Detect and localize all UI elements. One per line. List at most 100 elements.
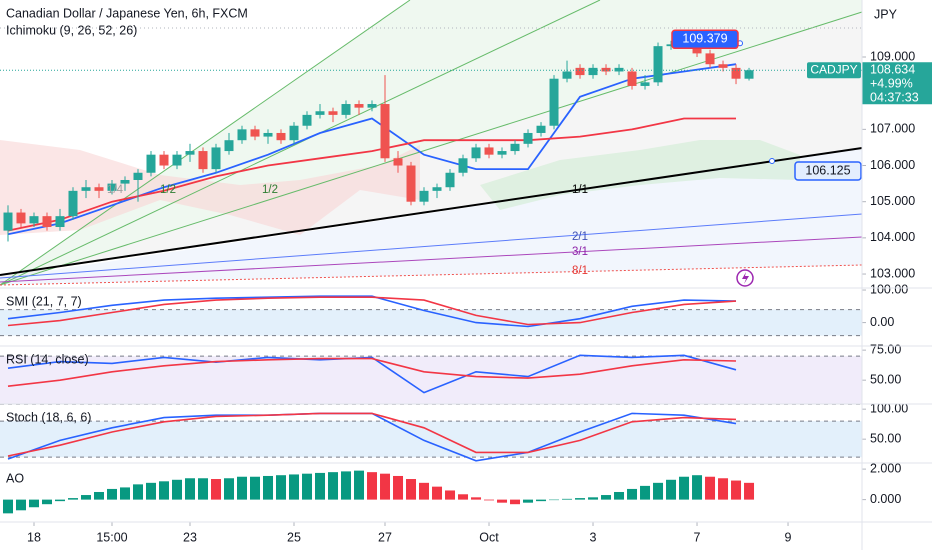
- band: [0, 421, 862, 458]
- ao-bar: [445, 490, 456, 500]
- ao-bar: [41, 499, 52, 505]
- candle-body: [406, 165, 416, 202]
- candle-body: [289, 125, 299, 141]
- x-tick-label: 9: [785, 530, 792, 544]
- candle-body: [42, 216, 52, 228]
- last-price: 108.634: [870, 63, 915, 77]
- ao-bar: [731, 480, 742, 500]
- marker-dot: [769, 158, 775, 165]
- ao-bar: [146, 482, 157, 500]
- currency[interactable]: JPY: [874, 7, 898, 21]
- candle-body: [133, 172, 143, 180]
- countdown: 04:37:33: [870, 91, 919, 105]
- pane-title: AO: [6, 471, 24, 485]
- ao-bar: [614, 491, 625, 500]
- x-tick-label: 23: [183, 530, 197, 544]
- candle-body: [380, 104, 390, 159]
- y-tick-label: 109.000: [870, 49, 915, 63]
- y-tick-label: 0.00: [870, 315, 894, 329]
- ichimoku-line: [7, 63, 737, 236]
- chart-title: Canadian Dollar / Japanese Yen, 6h, FXCM: [6, 6, 248, 20]
- candle-body: [185, 151, 195, 155]
- candle-body: [55, 216, 65, 228]
- ao-bar: [432, 486, 443, 500]
- candle-body: [107, 183, 117, 191]
- ao-bar: [224, 478, 235, 500]
- fan-line: [0, 0, 411, 286]
- ao-bar: [692, 475, 703, 500]
- candle-body: [705, 53, 715, 65]
- pane-title: SMI (21, 7, 7): [6, 294, 82, 308]
- fan-label: 2/1: [572, 231, 588, 243]
- indicator-line: [7, 354, 737, 394]
- candle-body: [211, 147, 221, 170]
- candle-body: [94, 187, 104, 191]
- ao-bar: [549, 499, 560, 501]
- y-tick-label: 0.000: [870, 492, 901, 506]
- change: +4.99%: [870, 77, 913, 91]
- ao-bar: [744, 482, 755, 500]
- candle-body: [432, 187, 442, 191]
- candle-body: [120, 179, 130, 184]
- ao-bar: [575, 498, 586, 500]
- ao-bar: [562, 498, 573, 500]
- ao-bar: [133, 484, 144, 500]
- ao-bar: [276, 475, 287, 500]
- ao-bar: [67, 498, 78, 500]
- ao-bar: [666, 479, 677, 500]
- ao-bar: [653, 482, 664, 500]
- ao-bar: [328, 472, 339, 500]
- ao-bar: [289, 474, 300, 500]
- candle-body: [81, 187, 91, 191]
- symbol-label: CADJPY: [810, 62, 857, 76]
- ao-bar: [237, 476, 248, 500]
- fan-label: 3/1: [572, 246, 588, 258]
- candle-body: [159, 154, 169, 166]
- ao-bar: [315, 472, 326, 500]
- candle-body: [419, 190, 429, 202]
- candle-body: [367, 104, 377, 108]
- trend-line: [0, 147, 863, 276]
- price-box: [862, 62, 932, 105]
- x-tick-label: 15:00: [96, 530, 127, 544]
- ao-bar: [250, 476, 261, 500]
- x-tick-label: 7: [694, 530, 701, 544]
- y-tick-label: 100.00: [870, 282, 908, 296]
- candle-body: [497, 151, 507, 155]
- pane-title: RSI (14, close): [6, 352, 89, 366]
- price-marker-label: 106.125: [805, 163, 850, 177]
- indicator-line: [7, 357, 737, 387]
- candle-body: [575, 67, 585, 76]
- y-tick-label: 100.00: [870, 401, 908, 415]
- symbol-box: [807, 62, 861, 79]
- ao-bar: [211, 479, 222, 500]
- indicator-line: [7, 295, 737, 328]
- ao-bar: [640, 485, 651, 500]
- ao-bar: [627, 488, 638, 500]
- candle-body: [744, 70, 754, 79]
- ao-bar: [523, 499, 534, 503]
- candle-body: [237, 129, 247, 141]
- y-tick-label: 104.000: [870, 230, 915, 244]
- ao-bar: [198, 478, 209, 500]
- candle-body: [653, 46, 663, 83]
- y-tick-label: 107.000: [870, 122, 915, 136]
- fan-line: [0, 0, 601, 286]
- ao-bar: [106, 488, 117, 500]
- fan-label: 1/1: [572, 184, 588, 196]
- y-tick-label: 106.000: [870, 158, 915, 172]
- candle-body: [276, 132, 286, 141]
- band: [0, 309, 862, 336]
- candle-body: [146, 154, 156, 173]
- y-tick-label: 50.00: [870, 431, 901, 445]
- candle-body: [666, 44, 676, 47]
- candle-body: [614, 67, 624, 72]
- event-icon[interactable]: [736, 269, 754, 287]
- ao-bar: [80, 495, 91, 500]
- indicator-line: [7, 412, 737, 457]
- pane-title: Stoch (18, 6, 6): [6, 410, 91, 424]
- price-marker-label: 109.379: [682, 32, 727, 46]
- candle-body: [354, 104, 364, 108]
- x-tick-label: Oct: [479, 530, 499, 544]
- x-tick-label: 18: [27, 530, 41, 544]
